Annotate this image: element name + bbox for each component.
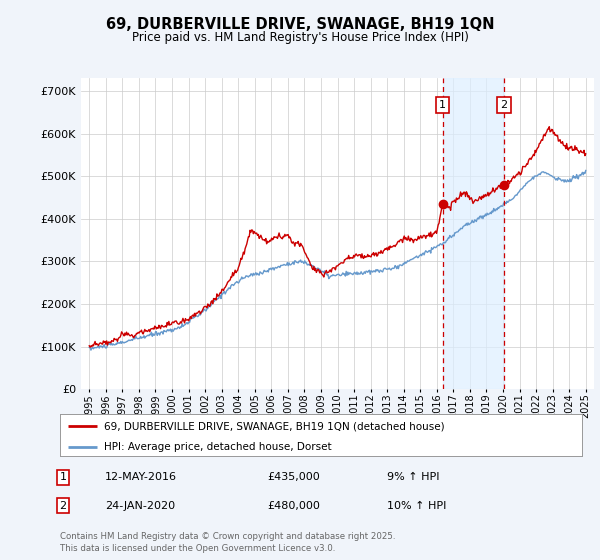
Text: £480,000: £480,000 xyxy=(267,501,320,511)
Text: Contains HM Land Registry data © Crown copyright and database right 2025.
This d: Contains HM Land Registry data © Crown c… xyxy=(60,532,395,553)
Text: HPI: Average price, detached house, Dorset: HPI: Average price, detached house, Dors… xyxy=(104,442,332,452)
Text: 10% ↑ HPI: 10% ↑ HPI xyxy=(387,501,446,511)
Text: 2: 2 xyxy=(59,501,67,511)
Text: 1: 1 xyxy=(439,100,446,110)
Text: 2: 2 xyxy=(500,100,508,110)
Text: 1: 1 xyxy=(59,472,67,482)
Text: 9% ↑ HPI: 9% ↑ HPI xyxy=(387,472,439,482)
Text: 24-JAN-2020: 24-JAN-2020 xyxy=(105,501,175,511)
Text: 69, DURBERVILLE DRIVE, SWANAGE, BH19 1QN: 69, DURBERVILLE DRIVE, SWANAGE, BH19 1QN xyxy=(106,17,494,32)
Text: £435,000: £435,000 xyxy=(267,472,320,482)
Text: Price paid vs. HM Land Registry's House Price Index (HPI): Price paid vs. HM Land Registry's House … xyxy=(131,31,469,44)
Bar xyxy=(443,78,504,389)
Text: 12-MAY-2016: 12-MAY-2016 xyxy=(105,472,177,482)
Text: 69, DURBERVILLE DRIVE, SWANAGE, BH19 1QN (detached house): 69, DURBERVILLE DRIVE, SWANAGE, BH19 1QN… xyxy=(104,421,445,431)
